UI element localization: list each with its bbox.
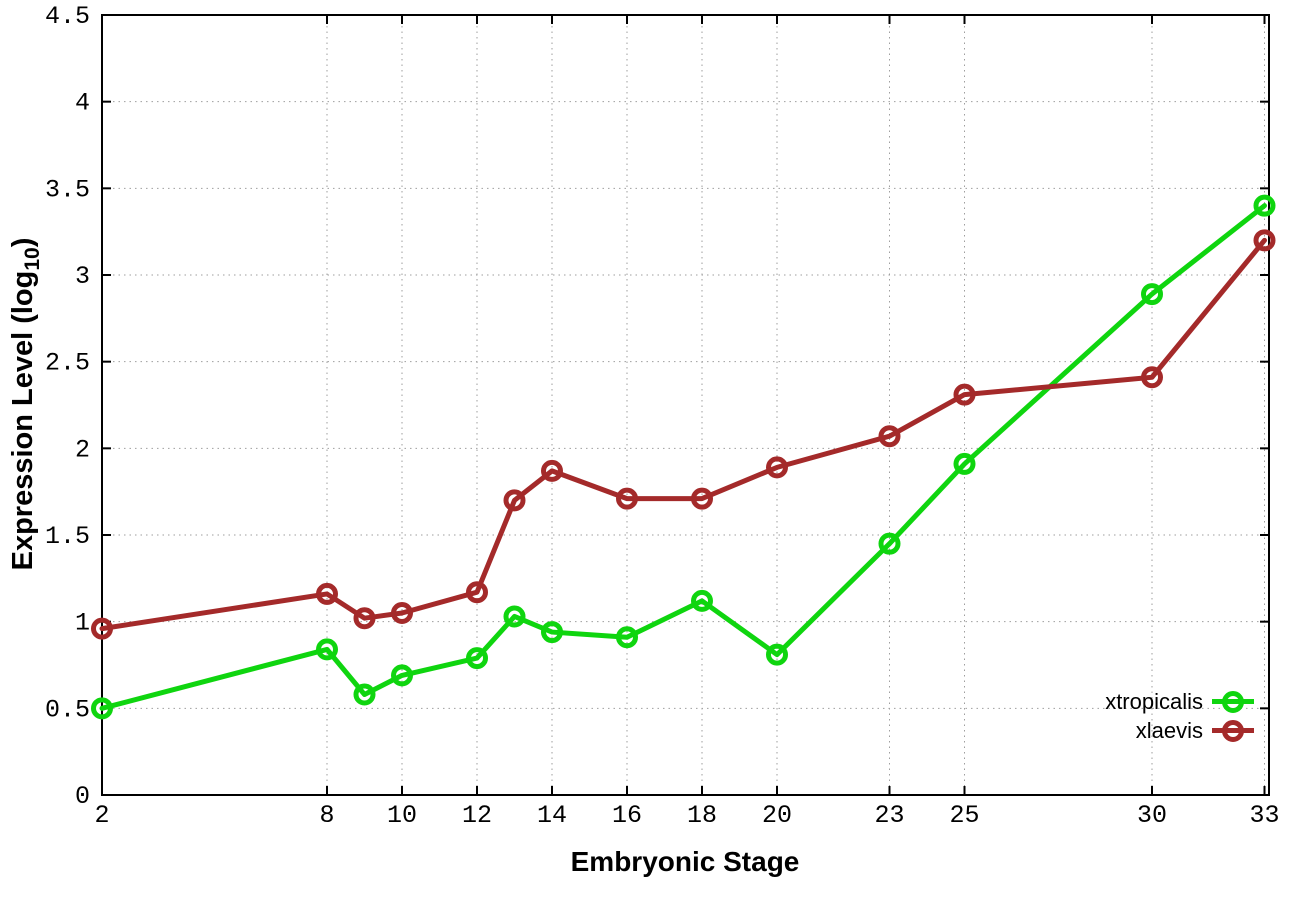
x-tick-label: 25 (949, 801, 979, 830)
point-xtropicalis-18 (691, 589, 713, 612)
x-tick-label: 18 (687, 801, 717, 830)
series-line-xlaevis (99, 237, 1267, 632)
point-xtropicalis-10 (391, 664, 413, 687)
legend-label-xtropicalis: xtropicalis (1105, 689, 1203, 714)
point-xlaevis-13 (503, 489, 526, 512)
point-xtropicalis-13 (503, 605, 526, 628)
x-tick-label: 10 (387, 801, 417, 830)
point-xlaevis-30 (1141, 366, 1163, 389)
point-xlaevis-8 (316, 582, 338, 605)
point-xtropicalis-9 (353, 683, 376, 706)
y-tick-label: 2.5 (45, 349, 90, 378)
point-xlaevis-2 (91, 617, 113, 640)
x-axis-title: Embryonic Stage (570, 846, 800, 877)
legend-circle-marker-icon (1222, 719, 1244, 742)
x-tick-label: 20 (762, 801, 792, 830)
legend: xtropicalis xlaevis (1105, 687, 1254, 745)
series-line-xtropicalis (99, 203, 1267, 711)
point-xtropicalis-23 (878, 532, 901, 555)
x-tick-label: 12 (462, 801, 492, 830)
point-xlaevis-25 (953, 383, 976, 406)
point-xtropicalis-30 (1141, 283, 1163, 306)
legend-label-xlaevis: xlaevis (1135, 718, 1203, 743)
x-tick-label: 33 (1249, 801, 1279, 830)
y-axis-title-text: Expression Level (log (7, 270, 40, 571)
point-xlaevis-12 (466, 581, 488, 604)
y-axis-title-subscript: 10 (20, 247, 44, 271)
legend-sample-xtropicalis (1212, 687, 1254, 716)
x-tick-label: 16 (612, 801, 642, 830)
tick-labels: 2 8 10 12 14 16 18 20 23 25 30 33 0 0.5 1 1.5 2 2.5 3 3.5 4 4… (45, 2, 1280, 830)
point-xlaevis-23 (878, 425, 901, 448)
axis-ticks (101, 14, 1269, 796)
point-xlaevis-10 (391, 602, 413, 624)
x-tick-label: 14 (537, 801, 567, 830)
point-xtropicalis-16 (616, 626, 638, 649)
grid (102, 15, 1269, 795)
point-xtropicalis-20 (766, 643, 788, 666)
series-xtropicalis (91, 194, 1276, 720)
point-xlaevis-18 (691, 487, 713, 510)
y-tick-label: 3.5 (45, 175, 90, 204)
point-xtropicalis-8 (316, 638, 338, 661)
y-tick-label: 3 (75, 262, 90, 291)
x-tick-label: 8 (319, 801, 334, 830)
legend-circle-marker-icon (1222, 690, 1244, 713)
point-xlaevis-33 (1253, 229, 1276, 252)
point-xlaevis-14 (541, 459, 563, 482)
point-xtropicalis-12 (466, 647, 488, 670)
y-tick-label: 1 (75, 609, 90, 638)
x-tick-label: 23 (874, 801, 904, 830)
y-tick-label: 4.5 (45, 2, 90, 31)
point-xlaevis-20 (766, 456, 788, 479)
point-xtropicalis-14 (541, 621, 563, 644)
y-axis-title-close: ) (7, 237, 40, 248)
plot-border (101, 14, 1270, 796)
legend-item-xlaevis: xlaevis (1136, 716, 1254, 745)
point-xlaevis-9 (353, 607, 376, 630)
legend-item-xtropicalis: xtropicalis (1105, 687, 1254, 716)
point-xtropicalis-2 (91, 697, 113, 720)
y-tick-label: 2 (75, 435, 90, 464)
legend-sample-xlaevis (1212, 716, 1254, 745)
series-xlaevis (91, 229, 1276, 640)
y-tick-label: 1.5 (45, 522, 90, 551)
x-tick-label: 2 (94, 801, 109, 830)
y-axis-title: Expression Level (log10) (7, 238, 45, 571)
point-xtropicalis-33 (1253, 194, 1276, 217)
point-xtropicalis-25 (953, 452, 976, 475)
y-tick-label: 0 (75, 782, 90, 811)
y-tick-label: 0.5 (45, 695, 90, 724)
x-tick-label: 30 (1137, 801, 1167, 830)
point-xlaevis-16 (616, 487, 638, 510)
y-tick-label: 4 (75, 89, 90, 118)
